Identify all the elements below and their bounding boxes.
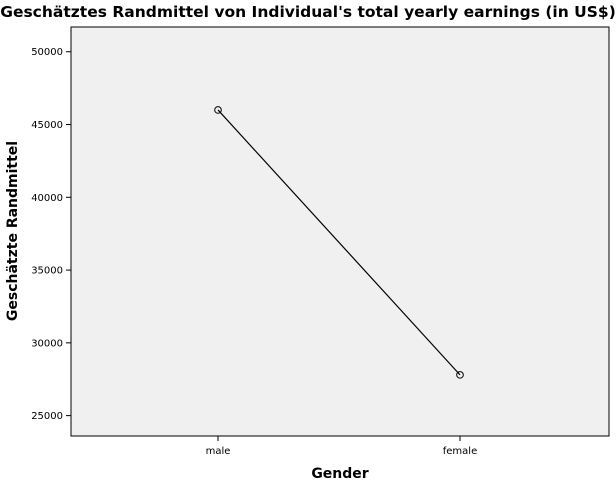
y-tick-label-5: 50000: [31, 47, 63, 58]
y-tick-label-3: 40000: [31, 193, 63, 204]
series-line-0: [217, 109, 461, 376]
x-axis-title: Gender: [311, 466, 368, 482]
data-point-female: [456, 371, 464, 379]
y-axis: 25000 30000 35000 40000 45000 50000: [31, 47, 71, 422]
y-tick-label-2: 35000: [31, 266, 63, 277]
plot-area: [70, 26, 610, 437]
x-axis: male female: [206, 436, 477, 457]
y-tick-label-0: 25000: [31, 411, 63, 422]
x-tick-label-female: female: [443, 446, 477, 457]
x-tick-label-male: male: [206, 446, 231, 457]
chart-title: Geschätztes Randmittel von Individual's …: [0, 3, 616, 21]
y-tick-label-4: 45000: [31, 120, 63, 131]
y-axis-title: Geschätzte Randmittel: [5, 141, 21, 321]
y-tick-label-1: 30000: [31, 338, 63, 349]
series-layer: [214, 106, 464, 379]
data-point-male: [214, 106, 222, 114]
